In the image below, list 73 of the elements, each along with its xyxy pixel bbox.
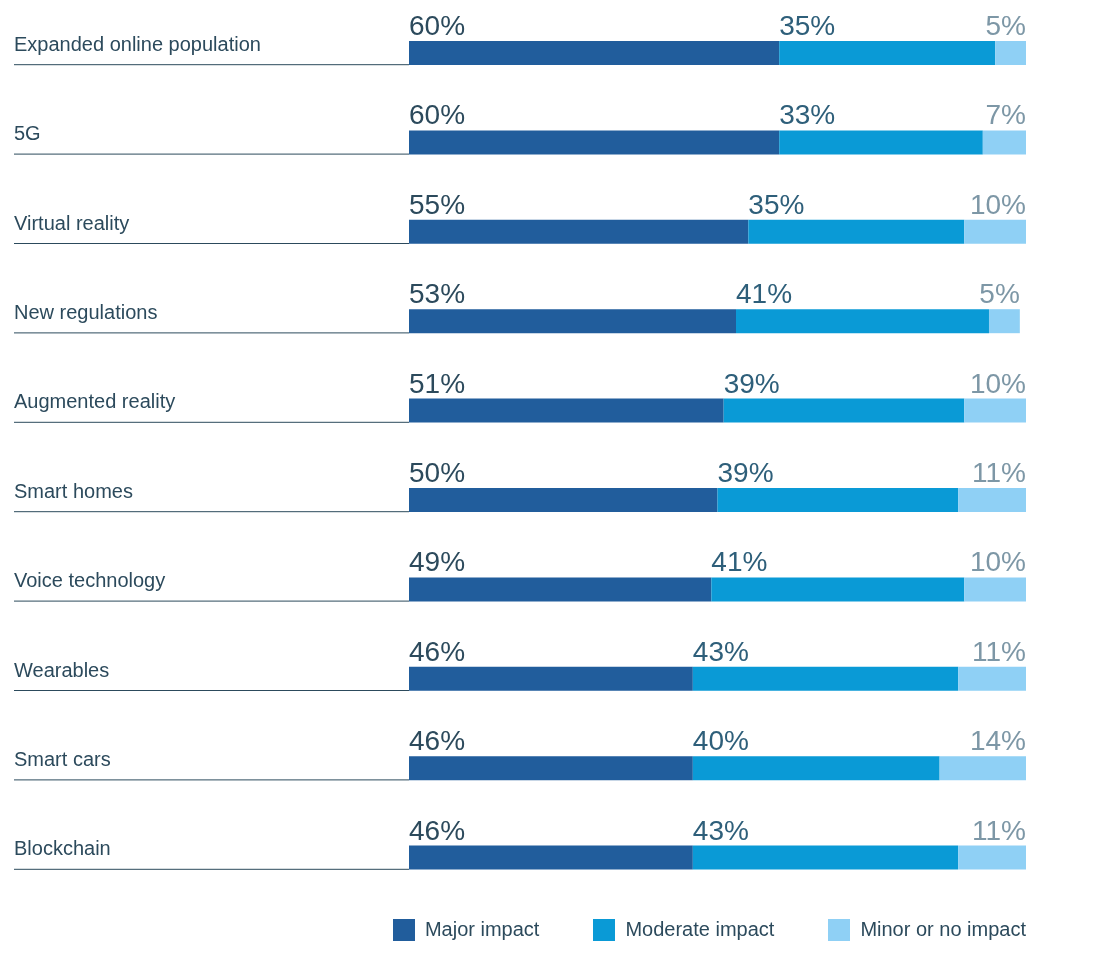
y-tick-label: Augmented reality [14,390,176,413]
y-tick-label: Voice technology [14,569,166,592]
legend-label: Moderate impact [625,918,775,941]
data-label: 7% [985,99,1026,131]
bar [692,666,959,691]
data-label: 39% [717,457,774,488]
data-label: 10% [969,546,1026,578]
bar [409,219,749,244]
data-label: 11% [972,457,1026,488]
bar [717,488,959,512]
data-label: 49% [409,546,466,578]
bar [711,577,965,602]
data-label: 39% [723,367,780,399]
bar [409,845,693,870]
data-label: 5% [979,278,1020,310]
data-label: 60% [409,99,466,131]
bar [723,398,965,423]
bar [958,488,1026,512]
data-label: 35% [779,10,836,41]
bar [409,130,780,155]
legend-label: Minor or no impact [860,918,1026,941]
bar [409,398,724,423]
bar [982,130,1026,155]
bar [964,398,1026,423]
data-label: 11% [972,814,1026,846]
bar [409,488,718,512]
bar [958,845,1026,870]
bar [409,577,712,602]
data-label: 40% [692,725,749,757]
data-label: 46% [409,725,466,757]
bar [964,219,1026,244]
data-label: 55% [409,188,466,220]
bar [779,41,996,65]
data-label: 33% [779,99,836,131]
y-tick-label: Smart homes [14,479,133,502]
bar [409,41,780,65]
data-label: 51% [409,367,466,399]
y-tick-label: New regulations [14,300,158,323]
y-tick-label: Smart cars [14,747,111,770]
data-label: 43% [692,814,749,846]
bar [779,130,983,155]
data-label: 50% [409,457,466,488]
data-label: 53% [409,278,466,310]
bar [692,756,940,781]
bar [409,666,693,691]
data-label: 10% [969,188,1026,220]
y-tick-label: Wearables [14,658,110,681]
y-tick-label: 5G [14,122,41,145]
data-label: 10% [969,367,1026,399]
data-label: 14% [969,725,1026,757]
data-label: 41% [711,546,768,578]
y-tick-label: Blockchain [14,837,111,860]
y-tick-label: Virtual reality [14,211,130,234]
bar [939,756,1026,781]
data-label: 60% [409,10,466,41]
legend-label: Major impact [424,918,540,941]
bar [964,577,1026,602]
data-label: 43% [692,635,749,667]
data-label: 46% [409,814,466,846]
data-label: 5% [985,10,1026,41]
y-tick-label: Expanded online population [14,32,261,55]
data-label: 41% [736,278,793,310]
data-label: 11% [972,635,1026,667]
bar [736,309,989,334]
data-label: 46% [409,635,466,667]
bar [995,41,1026,65]
bar [748,219,965,244]
bar [958,666,1026,691]
data-label: 35% [748,188,805,220]
bar [692,845,959,870]
bar [409,756,693,781]
bar [988,309,1020,334]
bar [409,309,737,334]
